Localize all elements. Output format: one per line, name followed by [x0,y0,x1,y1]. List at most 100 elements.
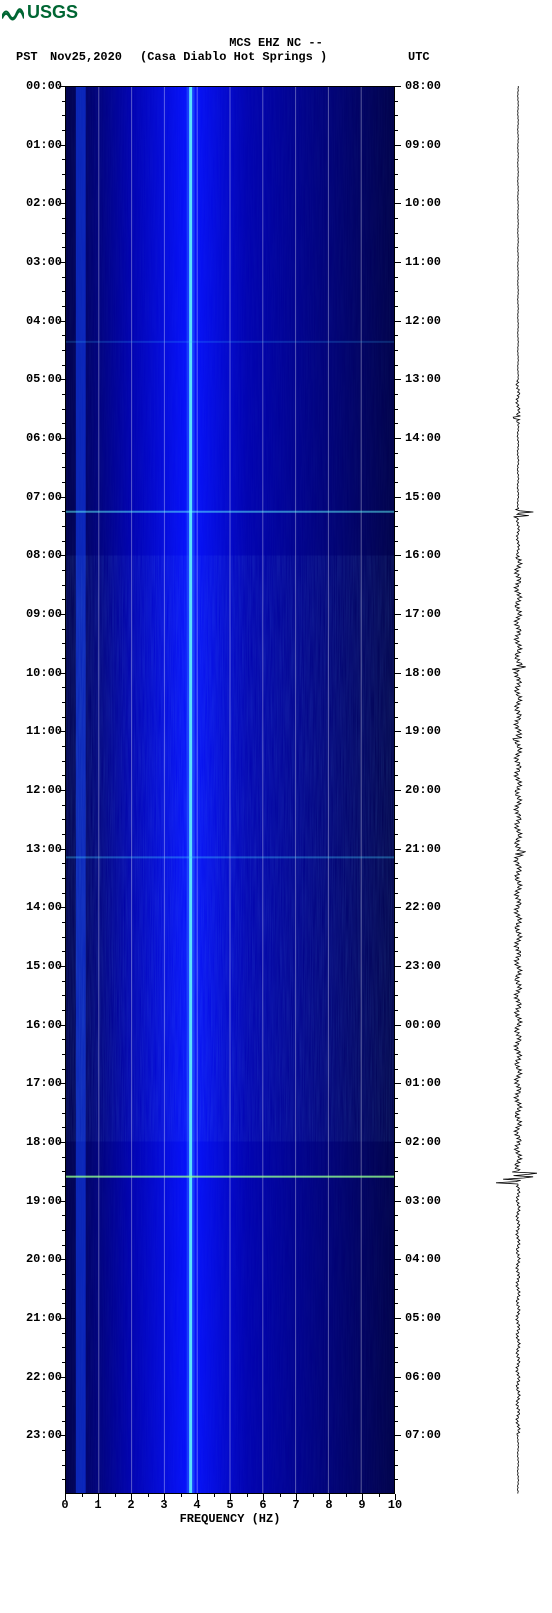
chart-title-row: MCS EHZ NC -- [0,36,552,50]
y-left-minor-tick [62,585,65,586]
y-left-minor-tick [62,365,65,366]
y-left-tick [59,262,65,263]
y-right-label: 23:00 [405,959,460,973]
y-right-minor-tick [395,629,398,630]
y-left-label: 06:00 [7,431,62,445]
y-left-minor-tick [62,1054,65,1055]
y-left-minor-tick [62,687,65,688]
y-right-label: 05:00 [405,1311,460,1325]
x-tick-label: 3 [154,1498,174,1512]
y-right-tick [395,262,401,263]
y-left-minor-tick [62,526,65,527]
y-left-minor-tick [62,1039,65,1040]
y-left-minor-tick [62,423,65,424]
y-right-tick [395,907,401,908]
y-left-minor-tick [62,1186,65,1187]
x-minor-tick [181,1494,182,1497]
y-right-tick [395,966,401,967]
y-right-label: 13:00 [405,372,460,386]
y-left-minor-tick [62,1289,65,1290]
y-left-minor-tick [62,922,65,923]
y-right-minor-tick [395,746,398,747]
y-left-minor-tick [62,599,65,600]
y-right-label: 03:00 [405,1194,460,1208]
y-right-label: 06:00 [405,1370,460,1384]
usgs-wave-icon [2,5,24,21]
y-left-tick [59,555,65,556]
y-right-label: 21:00 [405,842,460,856]
y-right-minor-tick [395,819,398,820]
x-tick-label: 10 [385,1498,405,1512]
x-tick-label: 7 [286,1498,306,1512]
y-left-label: 15:00 [7,959,62,973]
x-minor-tick [379,1494,380,1497]
y-left-minor-tick [62,115,65,116]
y-right-tick [395,438,401,439]
y-right-minor-tick [395,1010,398,1011]
y-right-minor-tick [395,1098,398,1099]
x-tick [164,1494,165,1500]
spectrogram-canvas [66,87,394,1493]
x-tick [197,1494,198,1500]
y-right-label: 16:00 [405,548,460,562]
y-left-minor-tick [62,1391,65,1392]
y-right-minor-tick [395,761,398,762]
y-left-minor-tick [62,834,65,835]
y-right-minor-tick [395,482,398,483]
y-left-tick [59,497,65,498]
x-tick-label: 8 [319,1498,339,1512]
x-tick-label: 1 [88,1498,108,1512]
x-tick-label: 0 [55,1498,75,1512]
y-left-minor-tick [62,277,65,278]
y-right-minor-tick [395,130,398,131]
station-title: MCS EHZ NC -- [229,36,323,50]
y-right-minor-tick [395,1347,398,1348]
y-left-minor-tick [62,775,65,776]
y-left-minor-tick [62,1362,65,1363]
y-right-minor-tick [395,1465,398,1466]
y-right-tick [395,321,401,322]
tz-left-label: PST [16,50,38,64]
x-minor-tick [115,1494,116,1497]
y-right-minor-tick [395,775,398,776]
y-right-tick [395,614,401,615]
y-right-minor-tick [395,893,398,894]
y-right-label: 12:00 [405,314,460,328]
y-left-label: 17:00 [7,1076,62,1090]
x-tick [230,1494,231,1500]
y-right-label: 15:00 [405,490,460,504]
y-right-minor-tick [395,189,398,190]
y-right-minor-tick [395,1039,398,1040]
y-left-label: 07:00 [7,490,62,504]
y-left-minor-tick [62,482,65,483]
y-left-minor-tick [62,189,65,190]
y-left-minor-tick [62,174,65,175]
y-right-minor-tick [395,1289,398,1290]
y-right-minor-tick [395,1171,398,1172]
y-left-minor-tick [62,863,65,864]
y-left-tick [59,1025,65,1026]
y-left-label: 09:00 [7,607,62,621]
y-left-minor-tick [62,1157,65,1158]
y-left-minor-tick [62,159,65,160]
x-tick-label: 9 [352,1498,372,1512]
y-left-minor-tick [62,995,65,996]
y-right-minor-tick [395,306,398,307]
y-right-label: 01:00 [405,1076,460,1090]
x-minor-tick [313,1494,314,1497]
y-right-minor-tick [395,878,398,879]
y-right-label: 10:00 [405,196,460,210]
y-right-label: 09:00 [405,138,460,152]
y-left-minor-tick [62,306,65,307]
y-left-minor-tick [62,981,65,982]
y-left-minor-tick [62,746,65,747]
y-right-label: 18:00 [405,666,460,680]
y-left-label: 01:00 [7,138,62,152]
x-tick [65,1494,66,1500]
y-right-tick [395,731,401,732]
y-right-minor-tick [395,1450,398,1451]
y-left-tick [59,790,65,791]
y-right-minor-tick [395,585,398,586]
y-left-minor-tick [62,1171,65,1172]
y-right-minor-tick [395,247,398,248]
